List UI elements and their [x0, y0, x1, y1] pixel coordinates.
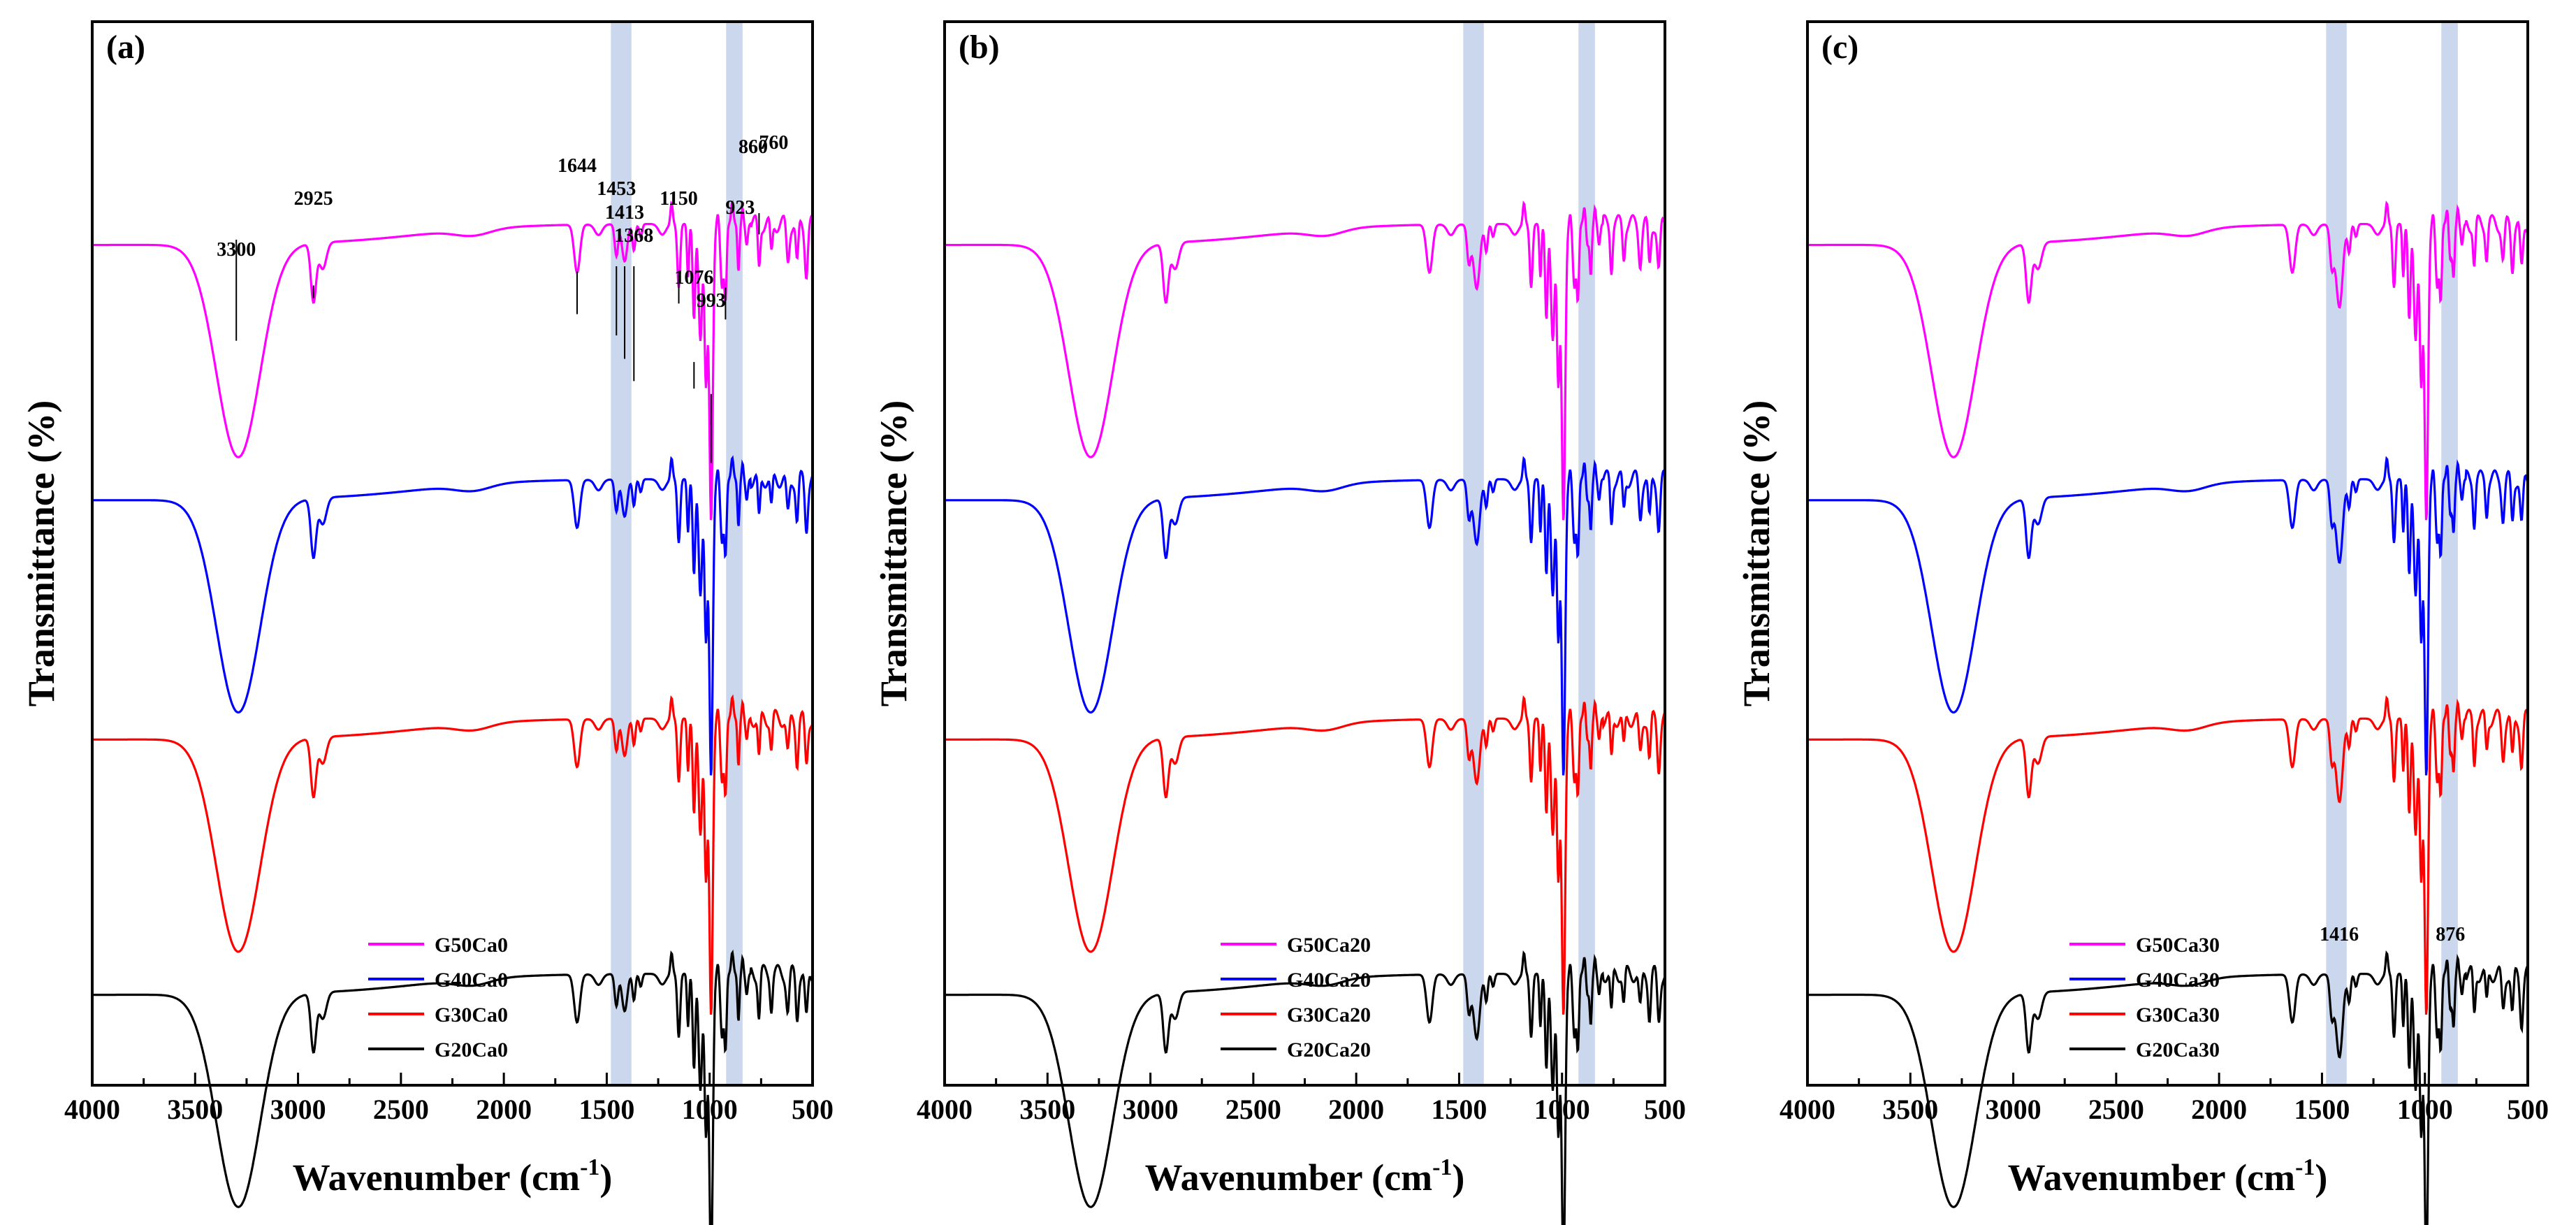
chart-panel-b: 4000 3500 3000 2500 2000 1500 1000 500 Wavenumbe…	[873, 20, 1686, 1225]
annotation-label: 1076	[674, 267, 713, 289]
chart-panel-c: 4000 3500 3000 2500 2000 1500 1000 500 Wavenumbe…	[1735, 20, 2549, 1225]
x-tick-label: 3500	[167, 1094, 223, 1125]
x-tick-label: 2500	[2088, 1094, 2144, 1125]
x-tick-label: 1000	[1534, 1094, 1590, 1125]
annotation-label: 1150	[660, 188, 697, 210]
series-line	[92, 949, 813, 1225]
x-axis-title-superscript: -1	[2295, 1154, 2315, 1180]
series-line	[1807, 695, 2528, 1015]
legend-label: G50Ca30	[2136, 934, 2220, 957]
panel-label: (a)	[106, 29, 145, 66]
x-axis-title-superscript: -1	[1432, 1154, 1452, 1180]
highlight-band	[2326, 22, 2347, 1085]
panel-label: (b)	[959, 29, 1000, 66]
annotation-label: 1413	[605, 202, 644, 224]
x-tick-label: 1500	[578, 1094, 634, 1125]
x-axis-title: Wavenumber (cm-1)	[293, 1154, 613, 1198]
panel-label: (c)	[1821, 29, 1858, 66]
annotation-label: 1644	[558, 155, 597, 177]
x-tick-label: 500	[2507, 1094, 2549, 1125]
series-line	[945, 695, 1666, 1015]
legend-label: G40Ca30	[2136, 969, 2220, 992]
annotation-label: 1416	[2320, 924, 2359, 945]
x-tick-label: 2500	[1225, 1094, 1281, 1125]
x-tick-label: 2500	[373, 1094, 429, 1125]
series-line	[92, 694, 813, 1015]
annotation-label: 1368	[614, 225, 653, 247]
annotation-label: 860	[738, 136, 768, 158]
legend-label: G40Ca20	[1287, 969, 1371, 992]
series-line	[945, 456, 1666, 776]
annotation-label: 2925	[294, 188, 333, 210]
legend-label: G30Ca30	[2136, 1003, 2220, 1027]
x-axis-title-main: Wavenumber (cm	[1145, 1157, 1432, 1198]
legend-label: G50Ca20	[1287, 934, 1371, 957]
x-tick-label: 3000	[270, 1094, 326, 1125]
annotation-label: 923	[725, 197, 755, 219]
x-tick-label: 3500	[1019, 1094, 1075, 1125]
series-line	[92, 455, 813, 776]
x-tick-label: 4000	[64, 1094, 120, 1125]
annotation-label: 3300	[217, 239, 256, 261]
legend-label: G30Ca0	[435, 1003, 508, 1027]
annotation-label: 876	[2436, 924, 2465, 945]
y-axis-title: Transmittance (%)	[1735, 400, 1777, 706]
x-tick-label: 3500	[1882, 1094, 1938, 1125]
y-axis-title: Transmittance (%)	[20, 400, 62, 706]
series-line	[1807, 456, 2528, 776]
annotation-label: 1453	[597, 178, 636, 200]
x-tick-label: 3000	[1123, 1094, 1179, 1125]
chart-panel-a: 4000 3500 3000 2500 2000 1500 1000 500 Wavenumbe…	[20, 20, 834, 1225]
series-line	[945, 201, 1666, 521]
x-axis-title: Wavenumber (cm-1)	[1145, 1154, 1465, 1198]
x-tick-label: 500	[792, 1094, 834, 1125]
series-line	[945, 950, 1666, 1225]
x-tick-label: 1000	[682, 1094, 738, 1125]
series-line	[1807, 201, 2528, 521]
legend-label: G20Ca30	[2136, 1038, 2220, 1061]
x-tick-label: 4000	[917, 1094, 973, 1125]
annotation-label: 760	[759, 132, 788, 154]
x-tick-label: 4000	[1780, 1094, 1835, 1125]
legend-label: G50Ca0	[435, 934, 508, 957]
x-tick-label: 2000	[2191, 1094, 2247, 1125]
legend-label: G20Ca0	[435, 1038, 508, 1061]
y-axis-title: Transmittance (%)	[873, 400, 915, 706]
legend-label: G40Ca0	[435, 969, 508, 992]
highlight-band	[1463, 22, 1484, 1085]
highlight-band	[726, 22, 743, 1085]
series-line	[1807, 950, 2528, 1225]
x-axis-title-close: )	[1452, 1157, 1464, 1198]
x-tick-label: 1500	[2294, 1094, 2350, 1125]
x-tick-label: 1000	[2397, 1094, 2453, 1125]
x-tick-label: 500	[1644, 1094, 1686, 1125]
legend-label: G30Ca20	[1287, 1003, 1371, 1027]
series-line	[92, 199, 813, 521]
x-axis-title-main: Wavenumber (cm	[293, 1157, 580, 1198]
x-axis-title-close: )	[599, 1157, 612, 1198]
highlight-band	[611, 22, 632, 1085]
x-tick-label: 2000	[476, 1094, 532, 1125]
legend-label: G20Ca20	[1287, 1038, 1371, 1061]
annotation-label: 993	[697, 290, 726, 312]
highlight-band	[2441, 22, 2458, 1085]
x-tick-label: 3000	[1986, 1094, 2042, 1125]
x-axis-title-main: Wavenumber (cm	[2008, 1157, 2295, 1198]
x-axis-title-close: )	[2315, 1157, 2327, 1198]
highlight-band	[1578, 22, 1595, 1085]
x-tick-label: 1500	[1431, 1094, 1487, 1125]
x-axis-title-superscript: -1	[580, 1154, 599, 1180]
x-axis-title: Wavenumber (cm-1)	[2008, 1154, 2328, 1198]
x-tick-label: 2000	[1328, 1094, 1384, 1125]
